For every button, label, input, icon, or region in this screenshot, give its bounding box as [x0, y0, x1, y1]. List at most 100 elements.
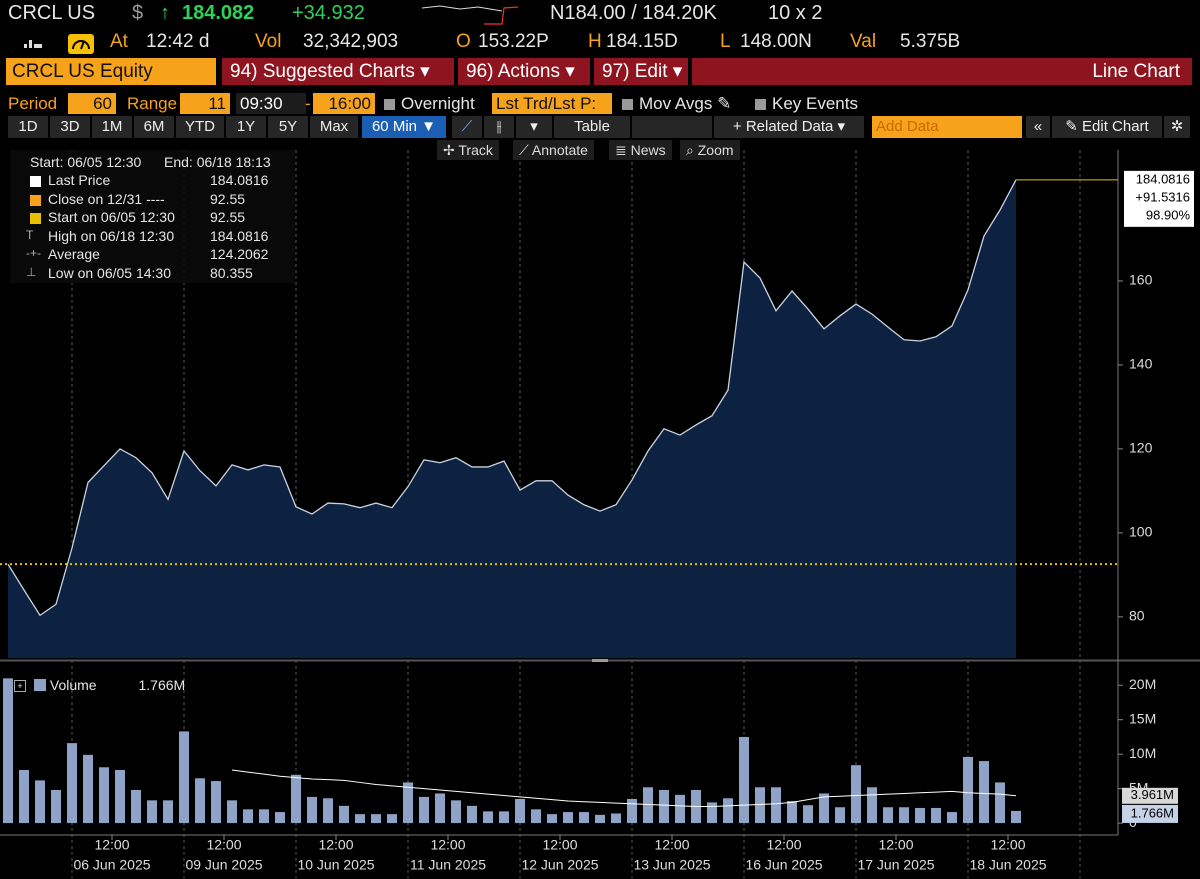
volume-bar — [67, 743, 77, 824]
volume-bar — [1011, 810, 1021, 824]
menu-actions[interactable]: 96) Actions ▾ — [458, 58, 590, 85]
ma-label-box — [1122, 787, 1178, 804]
y-tick-label: 120 — [1129, 440, 1153, 456]
last-label: 98.90% — [1146, 207, 1191, 222]
volume-bar — [595, 814, 605, 824]
y-tick-label: 100 — [1129, 524, 1153, 540]
volume-bar — [739, 736, 749, 824]
range-button[interactable]: 5Y — [268, 116, 308, 138]
sparkline — [421, 5, 519, 25]
volume-bar — [387, 814, 397, 824]
volume-bar — [531, 809, 541, 824]
bar-icon[interactable]: ⫲ — [484, 116, 514, 138]
volume-bar — [131, 790, 141, 824]
collapse[interactable]: « — [1026, 116, 1050, 138]
legend-symbol: ⊥ — [26, 264, 37, 279]
volume-bar — [579, 812, 589, 824]
track-label: Track — [458, 142, 493, 158]
key-events-label: Key Events — [772, 94, 858, 113]
menu-edit[interactable]: 97) Edit ▾ — [594, 58, 688, 85]
volume-bar — [99, 767, 109, 824]
key-events[interactable]: Key Events — [755, 93, 858, 114]
range-label: Range — [127, 94, 178, 113]
volume-bar — [563, 812, 573, 824]
period[interactable]: 60 — [68, 93, 116, 114]
volume-bar — [83, 754, 93, 824]
legend-value: 184.0816 — [210, 227, 269, 244]
volume-bar — [515, 798, 525, 824]
table-button[interactable]: Table — [554, 116, 630, 138]
volume-bar — [259, 809, 269, 824]
y-tick-label: 10M — [1129, 745, 1156, 761]
range-button[interactable]: 1Y — [226, 116, 266, 138]
x-tick-time: 12:00 — [206, 837, 241, 853]
volume-bar — [803, 805, 813, 824]
volume-bar — [371, 814, 381, 824]
x-tick-date: 11 Jun 2025 — [410, 857, 486, 873]
volume-bar — [35, 780, 45, 824]
volume-bar — [499, 811, 509, 824]
volume-bar — [755, 787, 765, 824]
volume-bar — [787, 801, 797, 824]
x-tick-time: 12:00 — [542, 837, 577, 853]
range-button[interactable]: 3D — [50, 116, 90, 138]
line-icon[interactable]: ⟋ — [452, 116, 482, 138]
icons — [24, 34, 94, 54]
x-tick-time: 12:00 — [990, 837, 1025, 853]
interval[interactable]: 60 Min ▼ — [362, 116, 446, 138]
volume-bar — [275, 812, 285, 824]
volume-bar — [883, 807, 893, 824]
last-label: +91.5316 — [1135, 189, 1190, 204]
legend-swatch — [30, 176, 41, 187]
volume-bar — [627, 798, 637, 824]
menu-suggested[interactable]: 94) Suggested Charts ▾ — [222, 58, 454, 85]
settings-icon[interactable]: ✲ — [1164, 116, 1190, 138]
range-button[interactable]: 6M — [134, 116, 174, 138]
related-data[interactable]: + Related Data ▾ — [714, 116, 864, 138]
volume-average-line — [231, 769, 1017, 808]
legend-end: End: 06/18 18:13 — [164, 154, 271, 170]
edit-chart-label: Edit Chart — [1082, 118, 1149, 135]
legend-swatch — [30, 194, 41, 206]
change: +34.932 — [292, 2, 365, 24]
dropdown[interactable]: ▾ — [516, 116, 552, 138]
add-data[interactable]: Add Data — [872, 116, 1022, 138]
range-button[interactable]: Max — [310, 116, 358, 138]
time-label: At — [110, 31, 128, 52]
volume-label-box — [1122, 804, 1178, 823]
open: 153.22P — [478, 31, 549, 52]
zoom-label: Zoom — [697, 142, 734, 158]
mov-avgs[interactable]: Mov Avgs ✎ — [622, 93, 731, 114]
range-button[interactable]: YTD — [176, 116, 224, 138]
y-tick-label: 20M — [1129, 676, 1156, 692]
overnight[interactable]: Overnight — [384, 93, 475, 114]
range-button[interactable]: 1M — [92, 116, 132, 138]
news[interactable]: ≣ News — [609, 140, 672, 160]
price-type[interactable]: Lst Trd/Lst P: — [492, 93, 612, 114]
x-tick-date: 17 Jun 2025 — [857, 857, 934, 873]
x-tick-date: 10 Jun 2025 — [297, 857, 374, 873]
volume-bar — [211, 781, 221, 824]
zoom[interactable]: ⌕ Zoom — [680, 140, 740, 160]
edit-chart[interactable]: ✎ Edit Chart — [1052, 116, 1162, 138]
volume-bar — [3, 678, 13, 824]
x-tick-time: 12:00 — [318, 837, 353, 853]
start-time[interactable]: 09:30 — [236, 93, 306, 114]
volume-bar — [995, 782, 1005, 824]
last-label: 184.0816 — [1136, 171, 1190, 186]
end-time[interactable]: 16:00 — [313, 93, 375, 114]
volume-bar — [323, 798, 333, 824]
range[interactable]: 11 — [180, 93, 230, 114]
volume-bar — [611, 813, 621, 824]
legend-value: 184.0816 — [210, 172, 269, 188]
annotate[interactable]: ⟋ Annotate — [513, 140, 594, 160]
volume-bar — [819, 793, 829, 824]
volume-bar — [147, 800, 157, 824]
volume-bar — [403, 782, 413, 824]
range-button[interactable]: 1D — [8, 116, 48, 138]
security-field[interactable]: CRCL US Equity — [6, 58, 216, 85]
volume-bar — [419, 796, 429, 824]
track[interactable]: ✢ Track — [437, 140, 499, 160]
volume-bar — [931, 807, 941, 824]
